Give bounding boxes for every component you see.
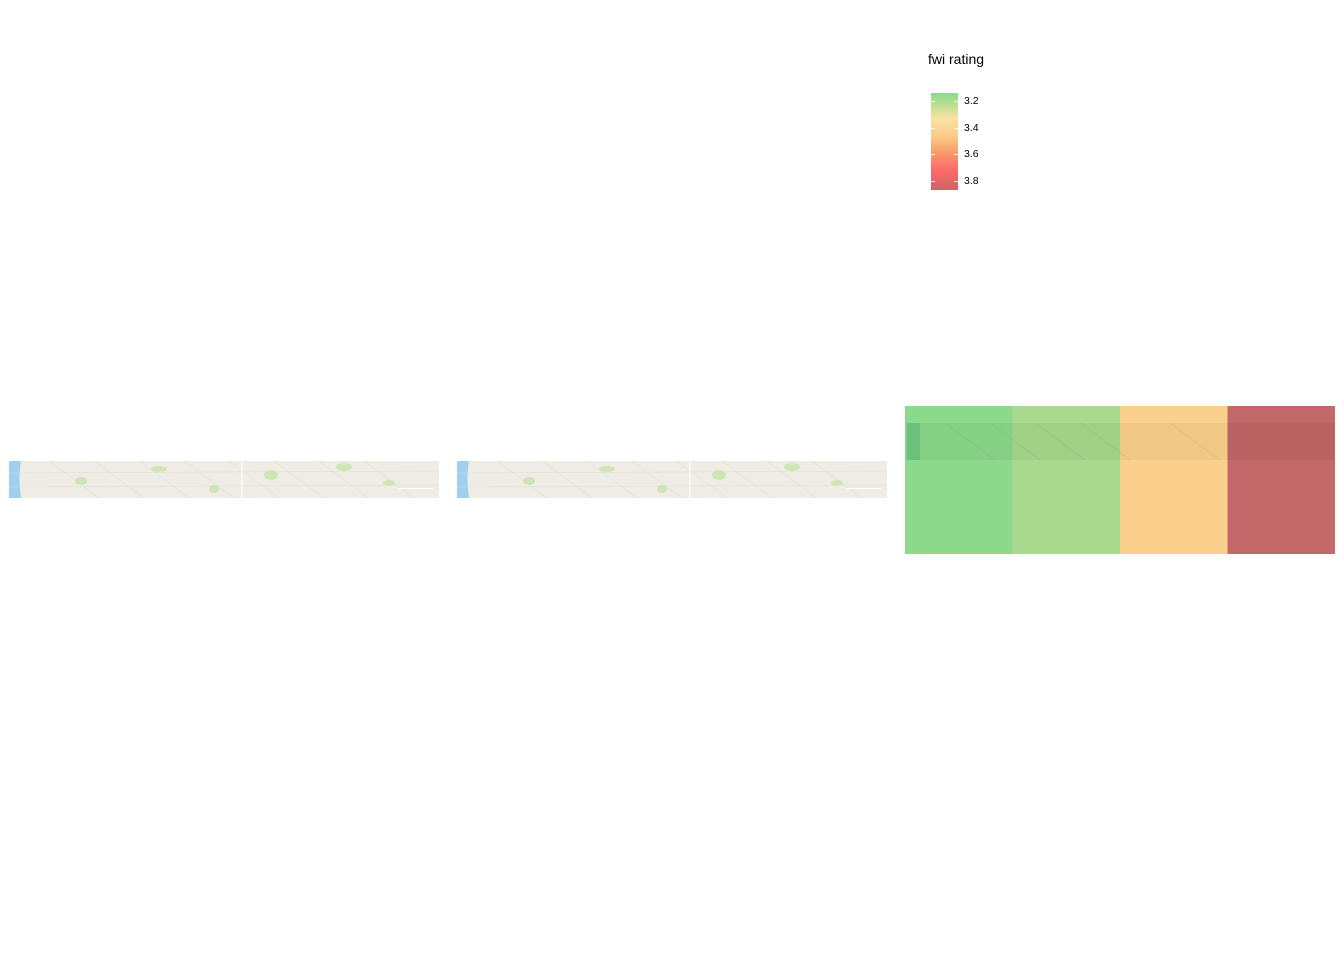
basemap-tiles-2 <box>457 461 887 498</box>
legend-tick-mark <box>931 181 935 182</box>
water-body-overlay <box>907 423 920 460</box>
basemap-panel-2[interactable] <box>457 461 887 498</box>
legend-tick-mark <box>954 128 958 129</box>
color-legend: fwi rating 3.2 3.4 3.6 3.8 <box>928 50 1048 200</box>
legend-tick-mark <box>931 101 935 102</box>
scale-bar <box>845 488 881 489</box>
legend-title: fwi rating <box>928 51 985 67</box>
street-grid <box>457 461 887 498</box>
fwi-tile[interactable] <box>1012 406 1121 554</box>
legend-tick-mark <box>931 154 935 155</box>
basemap-tiles-1 <box>9 461 439 498</box>
water-body <box>457 461 469 498</box>
fwi-tile[interactable] <box>1120 406 1228 554</box>
legend-tick-mark <box>931 128 935 129</box>
legend-tick-mark <box>954 154 958 155</box>
fwi-tile[interactable] <box>1227 406 1336 554</box>
legend-tick-label: 3.8 <box>964 175 979 187</box>
legend-colorbar <box>931 93 958 190</box>
basemap-panel-1[interactable] <box>9 461 439 498</box>
fwi-tiles <box>905 406 1335 554</box>
legend-tick-label: 3.6 <box>964 148 979 160</box>
street-grid <box>9 461 439 498</box>
legend-tick-mark <box>954 101 958 102</box>
legend-tick-label: 3.2 <box>964 95 979 107</box>
park-areas <box>75 463 395 493</box>
legend-tick-mark <box>954 181 958 182</box>
park-areas <box>523 463 843 493</box>
water-body <box>9 461 21 498</box>
fwi-tile-panel[interactable] <box>905 406 1335 554</box>
basemap-strip-shade <box>905 423 1335 460</box>
legend-tick-label: 3.4 <box>964 122 979 134</box>
basemap-overlay <box>944 423 1311 460</box>
fwi-tile[interactable] <box>905 406 1013 554</box>
scale-bar <box>397 488 433 489</box>
